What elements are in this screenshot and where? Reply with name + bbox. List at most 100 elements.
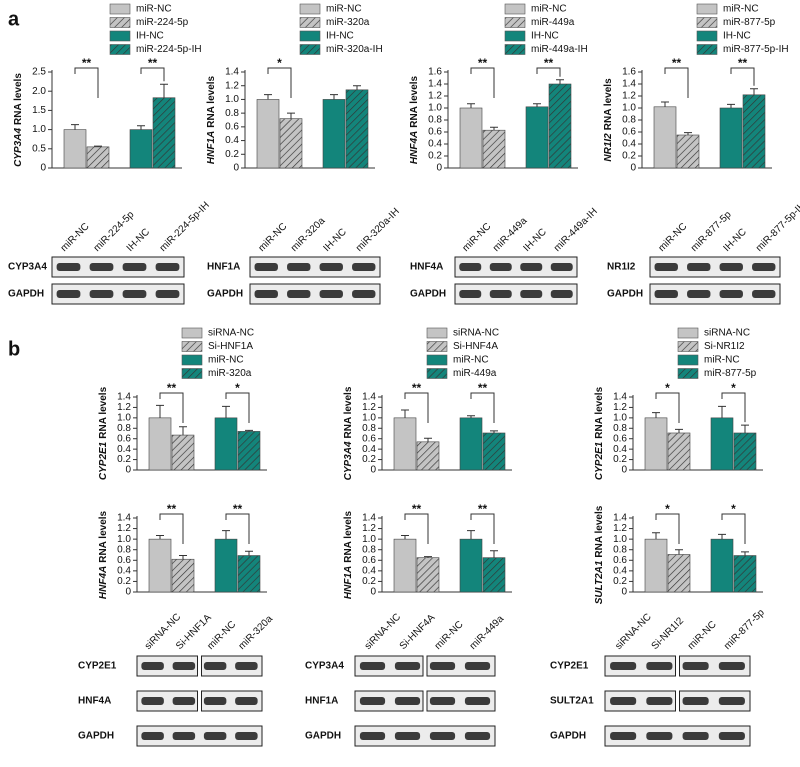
lane-label: miR-449a bbox=[468, 613, 507, 652]
significance-bracket bbox=[721, 392, 746, 423]
y-tick-label: 0.2 bbox=[117, 454, 131, 465]
y-tick-label: 0.2 bbox=[613, 576, 627, 587]
blot-band bbox=[464, 732, 491, 740]
blot-band bbox=[352, 263, 376, 271]
y-tick-label: 0.5 bbox=[32, 143, 46, 154]
y-tick-label: 1.0 bbox=[613, 412, 627, 423]
bar bbox=[322, 99, 346, 169]
y-tick-label: 1.0 bbox=[225, 94, 239, 105]
error-bar bbox=[330, 94, 338, 100]
error-bar bbox=[684, 132, 692, 135]
y-label-text: RNA levels bbox=[13, 73, 24, 125]
lane-label: miR-877-5p bbox=[722, 607, 767, 652]
lane-label: miR-320a bbox=[237, 613, 276, 652]
y-tick-label: 1.4 bbox=[613, 513, 627, 524]
row-label: GAPDH bbox=[78, 731, 114, 742]
y-tick-label: 0.6 bbox=[428, 127, 442, 138]
lane-label: IH-NC bbox=[521, 227, 548, 254]
blot-band bbox=[155, 263, 180, 271]
y-tick-label: 0.6 bbox=[117, 555, 131, 566]
legend-label: Si-HNF1A bbox=[208, 341, 253, 352]
row-label: SULT2A1 bbox=[550, 696, 594, 707]
y-tick-label: 0 bbox=[621, 465, 627, 476]
blot-band bbox=[89, 290, 114, 298]
blot-band bbox=[682, 697, 709, 705]
legend-label: IH-NC bbox=[723, 31, 751, 42]
row-label: NR1I2 bbox=[607, 262, 636, 273]
blot-band bbox=[687, 290, 711, 298]
legend-label: Si-NR1I2 bbox=[704, 341, 745, 352]
bar bbox=[237, 555, 261, 593]
error-bar bbox=[741, 424, 749, 433]
bar bbox=[214, 417, 238, 471]
blot-frame bbox=[51, 256, 185, 278]
significance-bracket bbox=[404, 513, 429, 544]
y-label-text: RNA levels bbox=[98, 510, 109, 562]
y-tick-label: 0 bbox=[630, 163, 636, 174]
legend-label: miR-224-5p-IH bbox=[136, 44, 202, 55]
significance-label: * bbox=[731, 381, 736, 395]
y-tick-label: 1.2 bbox=[613, 523, 627, 534]
error-bar bbox=[490, 430, 498, 433]
row-label: HNF4A bbox=[410, 262, 443, 273]
lane-label: miR-NC bbox=[656, 221, 689, 254]
lane-label: miR-NC bbox=[686, 619, 719, 652]
bar bbox=[148, 538, 172, 593]
panel-label: a bbox=[8, 8, 20, 30]
y-label-text: RNA levels bbox=[98, 386, 109, 438]
blot-frame bbox=[604, 655, 676, 677]
significance-label: ** bbox=[233, 502, 243, 516]
row-label: GAPDH bbox=[305, 731, 341, 742]
legend-swatch bbox=[181, 354, 203, 366]
legend-label: siRNA-NC bbox=[208, 328, 254, 339]
y-tick-label: 1.2 bbox=[428, 91, 442, 102]
bar bbox=[345, 89, 369, 169]
blot-band bbox=[352, 290, 376, 298]
error-bar bbox=[401, 409, 409, 418]
error-bar bbox=[556, 79, 564, 84]
blot-band bbox=[646, 732, 673, 740]
legend-swatch bbox=[299, 44, 321, 55]
legend-swatch bbox=[426, 368, 448, 379]
y-tick-label: 0 bbox=[125, 465, 131, 476]
y-tick-label: 0.4 bbox=[428, 139, 442, 150]
y-label-gene: CYP3A4 bbox=[343, 441, 354, 480]
legend-label: miR-NC bbox=[136, 4, 172, 15]
legend-swatch bbox=[677, 354, 699, 366]
bar bbox=[742, 94, 766, 169]
significance-bracket bbox=[159, 392, 184, 423]
blot-band bbox=[682, 662, 709, 670]
bar bbox=[171, 558, 195, 593]
blot-band bbox=[56, 263, 81, 271]
error-bar bbox=[490, 550, 498, 558]
y-label-gene: SULT2A1 bbox=[594, 560, 605, 604]
error-bar bbox=[245, 429, 253, 432]
y-label-text: RNA levels bbox=[343, 386, 354, 438]
row-label: GAPDH bbox=[607, 289, 643, 300]
legend-swatch bbox=[181, 368, 203, 379]
legend-label: miR-449a bbox=[453, 368, 497, 379]
y-tick-label: 1.0 bbox=[362, 412, 376, 423]
y-tick-label: 1.0 bbox=[428, 103, 442, 114]
y-tick-label: 0.2 bbox=[362, 576, 376, 587]
significance-bracket bbox=[655, 513, 680, 544]
blot-band bbox=[203, 697, 227, 705]
y-tick-label: 0.6 bbox=[362, 433, 376, 444]
blot-band bbox=[359, 662, 386, 670]
legend-swatch bbox=[299, 30, 321, 42]
legend-label: miR-NC bbox=[704, 355, 740, 366]
bar bbox=[733, 555, 757, 593]
legend-swatch bbox=[109, 3, 131, 15]
legend-swatch bbox=[504, 44, 526, 55]
blot-band bbox=[459, 290, 482, 298]
legend-swatch bbox=[299, 17, 321, 28]
y-axis-label: SULT2A1 RNA levels bbox=[594, 505, 605, 604]
bar bbox=[279, 118, 303, 169]
significance-label: ** bbox=[167, 502, 177, 516]
blot-frame bbox=[51, 283, 185, 305]
blot-band bbox=[752, 290, 776, 298]
row-label: GAPDH bbox=[8, 289, 44, 300]
bar bbox=[719, 107, 743, 169]
legend-swatch bbox=[696, 3, 718, 15]
significance-label: ** bbox=[148, 56, 158, 70]
